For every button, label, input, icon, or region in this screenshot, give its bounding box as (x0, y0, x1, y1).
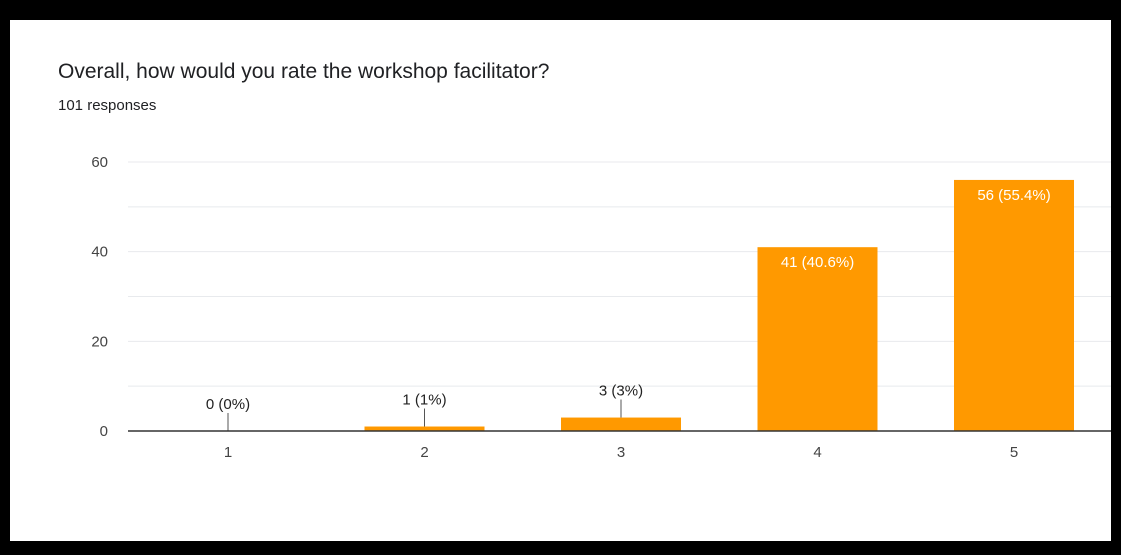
data-label: 3 (3%) (599, 383, 643, 400)
y-tick-label: 40 (91, 244, 108, 261)
bar-4 (757, 247, 878, 431)
bar-5 (954, 179, 1074, 431)
chart-title: Overall, how would you rate the workshop… (58, 60, 550, 83)
chart-card: Overall, how would you rate the workshop… (10, 20, 1111, 541)
x-tick-label: 2 (420, 444, 428, 461)
x-tick-label: 1 (224, 444, 232, 461)
response-count: 101 responses (58, 97, 157, 114)
data-label: 56 (55.4%) (977, 187, 1050, 204)
y-tick-label: 0 (100, 423, 108, 440)
x-tick-label: 5 (1010, 444, 1018, 461)
y-tick-label: 20 (91, 333, 108, 350)
x-tick-label: 4 (813, 444, 821, 461)
bar-3 (561, 417, 681, 431)
y-tick-label: 60 (91, 154, 108, 171)
bar-2 (364, 426, 485, 431)
x-tick-label: 3 (617, 444, 625, 461)
data-label: 1 (1%) (402, 392, 446, 409)
data-label: 0 (0%) (206, 396, 250, 413)
bar-chart: 0 20 40 60 1 0 (0%) 2 1 (1%) 3 3 (3%) 4 41 (40.6%) 5… (91, 154, 1111, 461)
data-label: 41 (40.6%) (781, 254, 854, 271)
